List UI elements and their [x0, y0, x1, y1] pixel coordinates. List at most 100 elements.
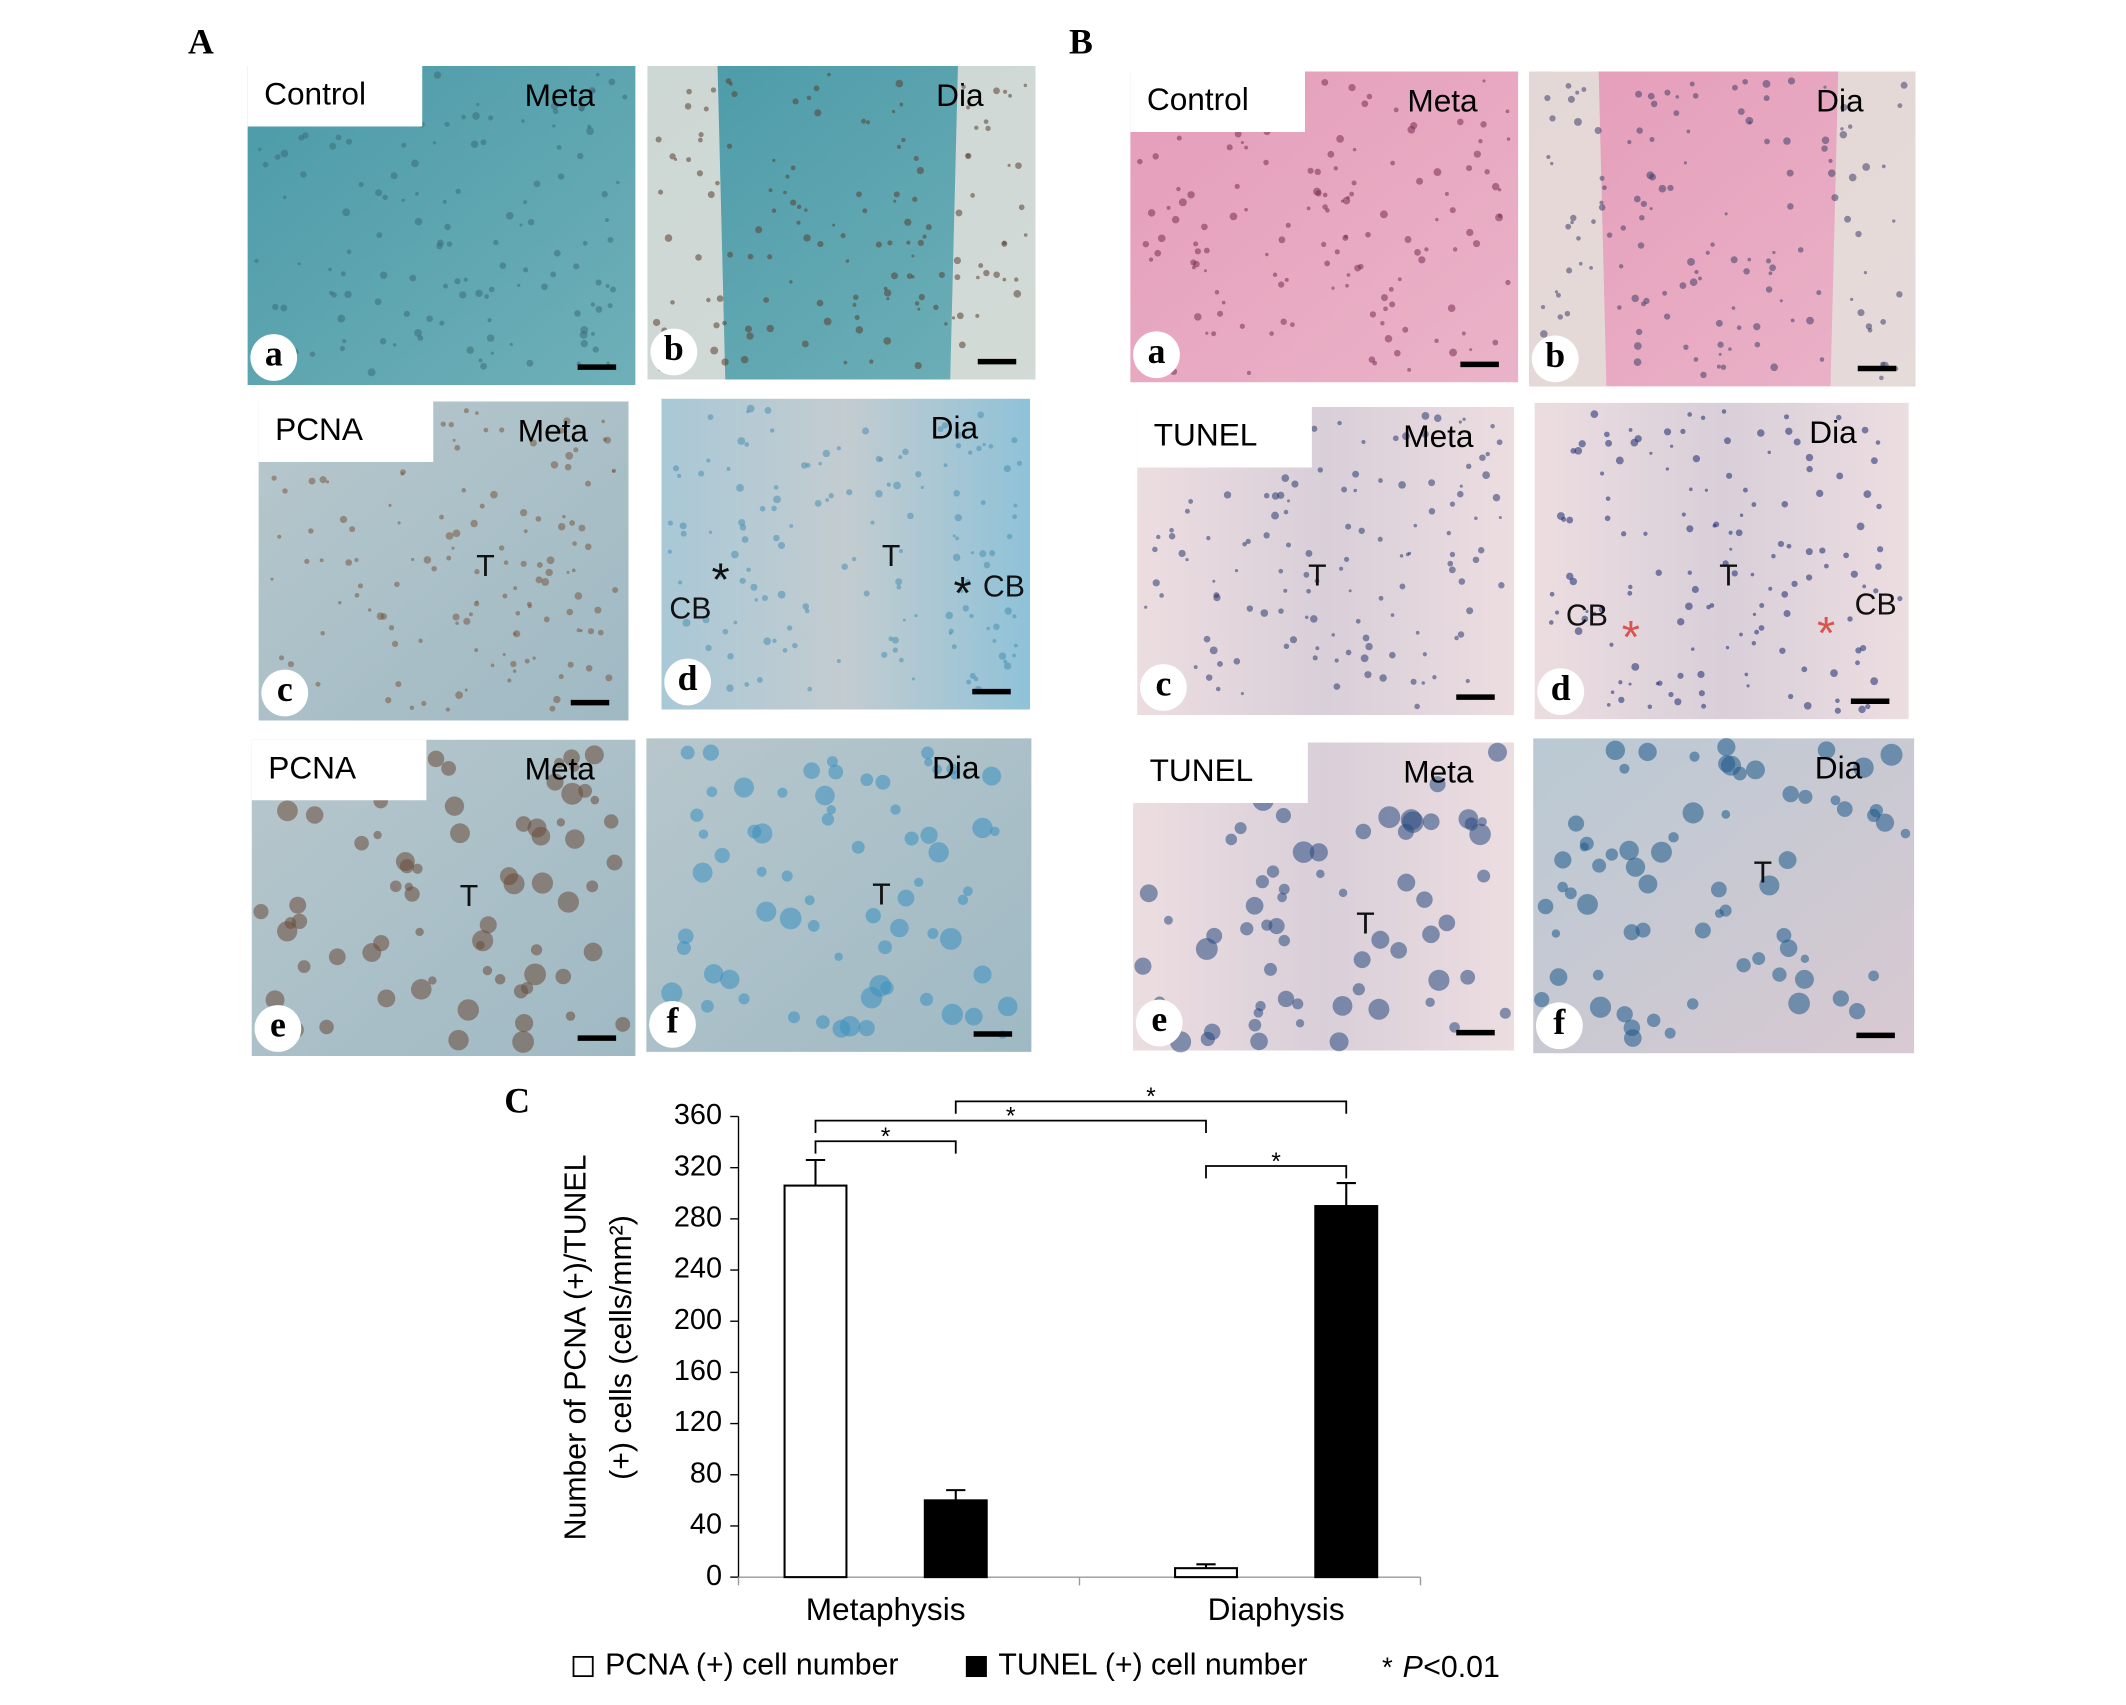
cell: [1746, 684, 1750, 688]
cell: [1499, 1007, 1511, 1019]
cell: [1556, 292, 1561, 298]
cell: [1897, 595, 1903, 602]
cell: [983, 561, 991, 569]
cell: [710, 87, 717, 93]
cell: [969, 613, 974, 619]
cell: [605, 218, 609, 223]
cell: [823, 317, 832, 326]
cell: [1816, 489, 1824, 498]
cell: [354, 557, 359, 562]
cell: [583, 942, 603, 962]
cell: [972, 817, 993, 839]
cell: [1245, 538, 1251, 544]
cell: [427, 750, 445, 768]
cell: [953, 256, 962, 265]
cell: [1261, 919, 1273, 931]
cell: [920, 826, 938, 844]
cell: [875, 774, 891, 790]
cell: [1399, 554, 1404, 558]
cell: [377, 989, 396, 1008]
cell: [1248, 1018, 1262, 1032]
cell: [1469, 823, 1491, 846]
cell: [395, 681, 402, 688]
cell: [1505, 279, 1511, 286]
error-bar: [1336, 1182, 1356, 1207]
cell: [1647, 92, 1655, 100]
cell: [1880, 319, 1887, 325]
cell: [913, 155, 919, 162]
cell: [1306, 206, 1311, 211]
cell: [1407, 125, 1416, 134]
cell: [421, 700, 427, 706]
cell: [655, 136, 662, 143]
cell: [1287, 499, 1290, 503]
cell: [1369, 311, 1377, 318]
cell: [1291, 480, 1299, 488]
cell: [708, 530, 713, 534]
note-symbol: *: [1382, 1652, 1393, 1683]
cell: [1564, 887, 1577, 900]
cell: [272, 303, 279, 311]
cell: [1686, 525, 1694, 533]
cell: [1637, 242, 1645, 249]
cell: [729, 82, 733, 86]
cell: [592, 346, 599, 353]
cell: [1628, 682, 1632, 686]
cell: [853, 294, 859, 301]
cell: [796, 204, 802, 210]
cell: [1687, 412, 1693, 417]
cell: [899, 102, 904, 107]
cell: [667, 549, 672, 554]
cell: [896, 144, 902, 149]
cell: [1255, 875, 1269, 889]
cell: [786, 625, 793, 631]
cell: [1787, 77, 1796, 85]
cell: [1783, 609, 1791, 617]
cell: [1448, 566, 1456, 574]
cell: [297, 262, 301, 266]
cell: [977, 411, 985, 419]
cell: [553, 249, 561, 257]
cell: [1004, 607, 1012, 615]
cell: [1618, 264, 1624, 269]
cell: [1466, 165, 1473, 172]
cell: [1148, 257, 1154, 262]
cell: [1473, 150, 1481, 158]
cell: [1561, 516, 1567, 522]
cell: [1422, 813, 1440, 831]
cell: [1449, 501, 1456, 507]
cell: [1546, 154, 1551, 160]
cell: [1655, 681, 1660, 686]
image-letter: a: [265, 334, 283, 374]
cell: [893, 481, 901, 490]
cell: [493, 239, 499, 246]
cell: [951, 644, 957, 650]
cell: [1324, 260, 1331, 267]
cell: [933, 304, 939, 311]
cell: [1849, 297, 1854, 302]
cell: [1621, 531, 1627, 537]
cell: [1193, 665, 1198, 670]
cell: [1759, 875, 1780, 896]
cell: [574, 310, 581, 317]
cell: [954, 514, 962, 522]
cell: [1650, 841, 1672, 863]
cell: [1870, 677, 1879, 686]
cell: [705, 644, 712, 652]
error-bar: [1196, 1563, 1216, 1569]
cell: [1751, 641, 1757, 646]
cell: [677, 473, 682, 478]
cell: [443, 283, 448, 289]
annotation: T: [1719, 559, 1737, 592]
cell: [470, 519, 478, 528]
cell: [390, 172, 398, 180]
cell: [595, 72, 600, 77]
cell: [1764, 138, 1770, 145]
cell: [565, 829, 585, 849]
cell: [374, 298, 382, 306]
cell: [319, 1019, 334, 1035]
cell: [1156, 534, 1161, 540]
cell: [277, 534, 282, 539]
cell: [747, 253, 754, 260]
